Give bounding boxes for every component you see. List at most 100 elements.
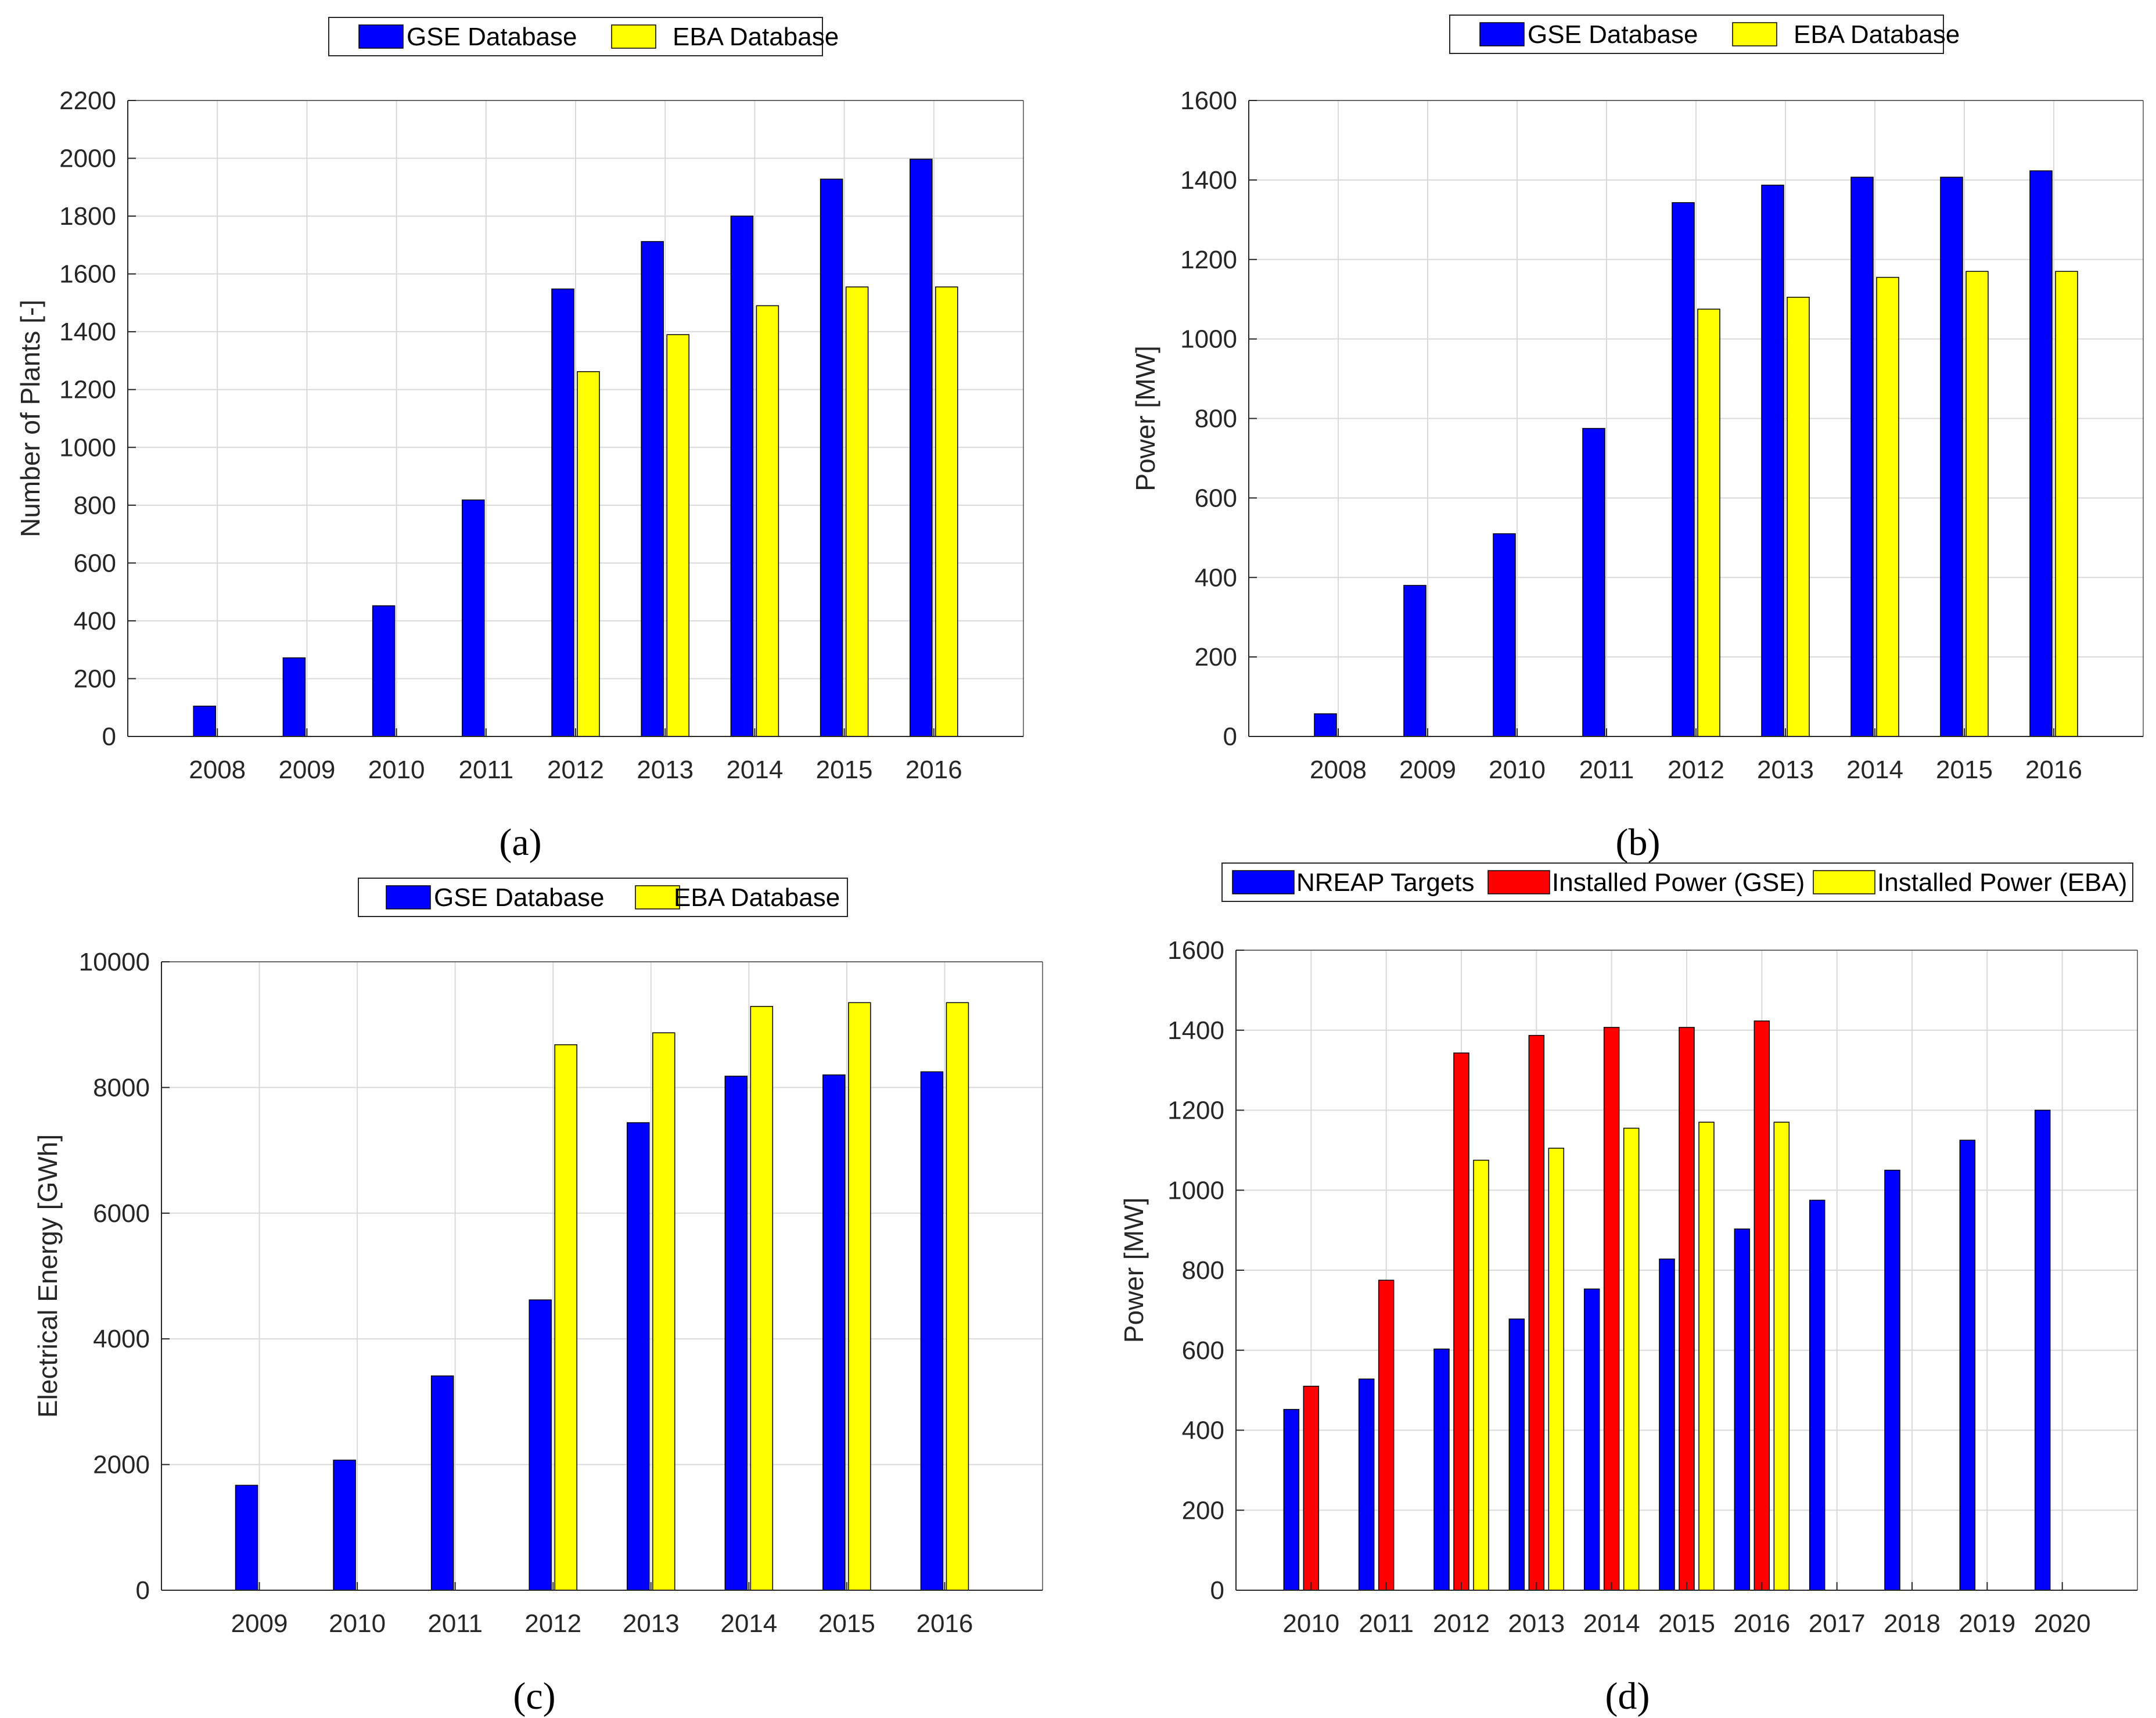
- x-tick-label: 2010: [368, 756, 425, 784]
- y-tick-label: 1000: [1180, 325, 1237, 354]
- bar-series-3: [1548, 1148, 1565, 1591]
- bar-series-3: [1623, 1127, 1640, 1591]
- bar-series-3: [1473, 1159, 1489, 1591]
- bar-series-1: [462, 499, 485, 737]
- bar-series-1: [910, 159, 933, 737]
- bar-series-1: [724, 1076, 748, 1591]
- x-tick-label: 2016: [916, 1609, 973, 1638]
- y-tick-label: 200: [1195, 643, 1237, 671]
- x-tick-label: 2011: [458, 756, 513, 784]
- bar-series-1: [1583, 1288, 1600, 1591]
- bar-series-1: [1283, 1408, 1300, 1591]
- x-tick-label: 2016: [2025, 756, 2082, 784]
- x-tick-label: 2012: [1668, 756, 1724, 784]
- y-tick-label: 400: [1195, 563, 1237, 592]
- bar-series-1: [1809, 1199, 1826, 1591]
- y-tick-label: 1400: [1167, 1016, 1224, 1045]
- x-tick-label: 2019: [1959, 1609, 2015, 1638]
- x-tick-label: 2011: [1359, 1609, 1414, 1638]
- x-tick-label: 2012: [524, 1609, 581, 1638]
- legend-box: [358, 878, 848, 917]
- x-tick-label: 2014: [726, 756, 783, 784]
- chart-panel-1: 0 200 400 600 800 1000 1200 1400 1600 1800 2000 220…: [15, 17, 1024, 864]
- legend: NREAP Targets Installed Power (GSE) Instal…: [1221, 862, 2133, 902]
- x-tick-label: 2014: [720, 1609, 777, 1638]
- legend-label-1: NREAP Targets: [1296, 868, 1475, 897]
- x-tick-label: 2015: [818, 1609, 875, 1638]
- bar-series-2: [848, 1002, 871, 1591]
- legend-label-2: EBA Database: [673, 23, 839, 51]
- bar-series-1: [2029, 170, 2053, 737]
- y-tick-label: 1400: [1180, 166, 1237, 195]
- legend-label-1: GSE Database: [407, 23, 577, 51]
- y-tick-label: 600: [1195, 484, 1237, 512]
- bar-series-1: [822, 1074, 846, 1591]
- y-tick-label: 1200: [59, 376, 116, 404]
- y-tick-label: 2000: [59, 145, 116, 173]
- bar-series-1: [627, 1122, 650, 1591]
- y-axis-label: Power [MW]: [1119, 1198, 1149, 1343]
- legend-swatch-1: [1232, 870, 1295, 894]
- y-tick-label: 1200: [1180, 246, 1237, 274]
- bar-series-1: [1659, 1258, 1675, 1591]
- y-tick-label: 0: [1223, 723, 1237, 751]
- chart-panel-4: 0 200 400 600 800 1000 1200 1400 1600 2010 2011 201…: [1119, 862, 2138, 1717]
- bar-series-2: [2055, 271, 2078, 737]
- y-tick-label: 0: [1210, 1576, 1224, 1605]
- y-tick-label: 1600: [1180, 87, 1237, 115]
- y-tick-label: 2200: [59, 87, 116, 115]
- bar-series-1: [730, 215, 754, 737]
- y-tick-label: 400: [74, 607, 116, 635]
- legend-swatch-2: [1732, 22, 1777, 46]
- y-tick-label: 1800: [59, 202, 116, 231]
- y-tick-label: 200: [74, 664, 116, 693]
- bar-series-2: [1753, 1020, 1770, 1591]
- bar-series-1: [1959, 1140, 1976, 1591]
- bar-series-1: [1314, 713, 1337, 737]
- bar-series-2: [652, 1032, 675, 1591]
- legend-label-1: GSE Database: [1528, 20, 1698, 49]
- x-tick-label: 2013: [623, 1609, 680, 1638]
- y-tick-label: 400: [1182, 1417, 1224, 1445]
- legend-swatch-2: [1487, 870, 1550, 894]
- bar-series-1: [333, 1460, 356, 1591]
- y-tick-label: 800: [1182, 1256, 1224, 1285]
- x-tick-label: 2016: [905, 756, 962, 784]
- legend-box: [1221, 862, 2133, 902]
- bar-series-2: [946, 1002, 969, 1591]
- x-tick-label: 2010: [1489, 756, 1546, 784]
- y-tick-label: 10000: [79, 948, 150, 976]
- chart-panel-2: 0 200 400 600 800 1000 1200 1400 1600 2008 2009 201…: [1130, 15, 2144, 864]
- y-axis-label: Power [MW]: [1130, 346, 1160, 491]
- y-tick-label: 0: [102, 723, 116, 751]
- y-tick-label: 2000: [93, 1451, 150, 1479]
- y-tick-label: 1000: [59, 433, 116, 462]
- x-tick-label: 2015: [1658, 1609, 1715, 1638]
- legend-swatch-1: [358, 24, 404, 49]
- y-tick-label: 800: [1195, 405, 1237, 433]
- bar-series-2: [1697, 308, 1720, 737]
- bar-series-2: [845, 286, 869, 737]
- bar-series-2: [1876, 276, 1899, 737]
- y-tick-label: 800: [74, 491, 116, 520]
- x-tick-label: 2008: [1310, 756, 1367, 784]
- y-tick-label: 8000: [93, 1073, 150, 1102]
- bar-series-1: [920, 1071, 944, 1591]
- legend-label-2: EBA Database: [1794, 20, 1960, 49]
- bar-series-1: [193, 705, 216, 737]
- bar-series-1: [1433, 1348, 1450, 1591]
- legend-swatch-2: [635, 885, 680, 910]
- panel-label: (a): [499, 821, 541, 864]
- bar-series-2: [577, 371, 600, 737]
- x-tick-label: 2014: [1583, 1609, 1640, 1638]
- x-tick-label: 2013: [1508, 1609, 1565, 1638]
- legend-label-2: Installed Power (GSE): [1552, 868, 1805, 897]
- panel-label: (d): [1605, 1675, 1650, 1717]
- x-tick-label: 2015: [1936, 756, 1993, 784]
- x-tick-label: 2008: [189, 756, 246, 784]
- y-tick-label: 1000: [1167, 1176, 1224, 1205]
- x-tick-label: 2020: [2034, 1609, 2091, 1638]
- y-tick-label: 1600: [1167, 936, 1224, 965]
- y-tick-label: 600: [74, 549, 116, 577]
- plot-area: [161, 962, 1043, 1590]
